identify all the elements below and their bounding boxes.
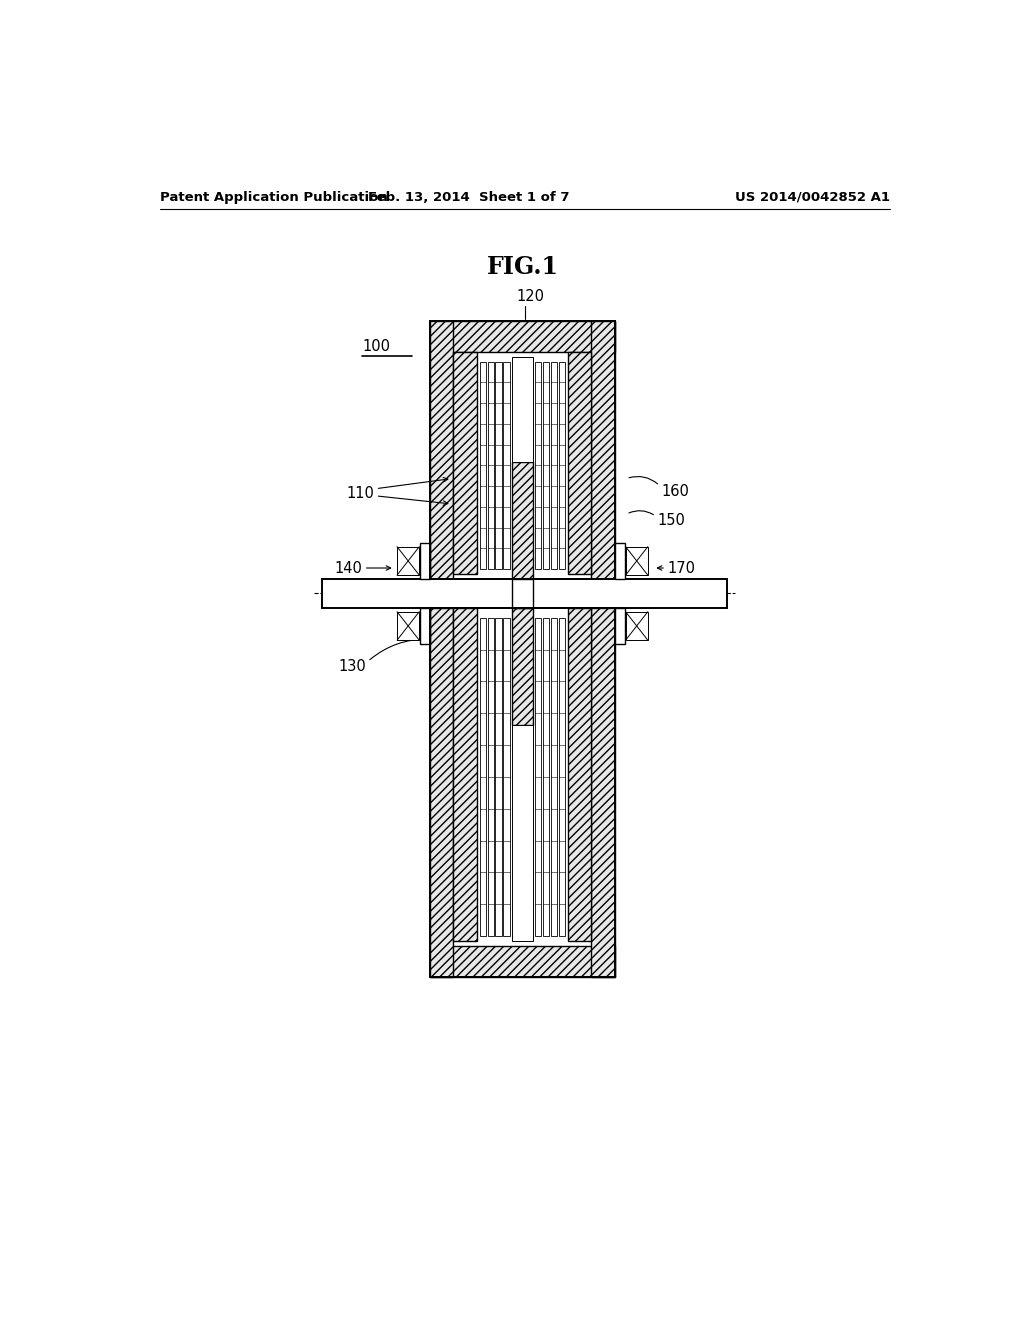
Text: 160: 160 bbox=[662, 484, 689, 499]
Bar bbox=[512, 462, 532, 579]
Bar bbox=[626, 611, 648, 640]
Bar bbox=[551, 362, 557, 569]
Bar bbox=[567, 351, 592, 574]
Bar bbox=[420, 543, 430, 579]
Text: 170: 170 bbox=[668, 561, 695, 576]
Bar bbox=[536, 618, 542, 936]
Bar bbox=[504, 618, 510, 936]
Bar bbox=[592, 607, 615, 977]
Bar bbox=[512, 579, 532, 607]
Bar bbox=[487, 362, 494, 569]
Bar bbox=[559, 618, 565, 936]
Bar bbox=[536, 362, 542, 569]
Bar bbox=[323, 579, 727, 607]
Bar bbox=[592, 321, 615, 579]
Text: 130: 130 bbox=[338, 659, 367, 675]
Text: 120: 120 bbox=[517, 289, 545, 304]
Text: Patent Application Publication: Patent Application Publication bbox=[160, 190, 387, 203]
Bar bbox=[626, 546, 648, 576]
Bar bbox=[430, 607, 615, 977]
Bar bbox=[512, 725, 532, 941]
Bar bbox=[512, 356, 532, 462]
Bar bbox=[430, 321, 615, 579]
Bar bbox=[430, 946, 615, 977]
Bar bbox=[454, 351, 477, 574]
Bar bbox=[496, 618, 502, 936]
Bar bbox=[430, 321, 615, 351]
Bar bbox=[567, 607, 592, 941]
Bar bbox=[430, 321, 615, 579]
Text: 100: 100 bbox=[362, 338, 390, 354]
Bar bbox=[454, 607, 477, 941]
Bar bbox=[551, 618, 557, 936]
Text: FIG.1: FIG.1 bbox=[486, 255, 558, 279]
Bar bbox=[420, 607, 430, 644]
Bar bbox=[543, 618, 550, 936]
Bar bbox=[615, 543, 625, 579]
Text: 110: 110 bbox=[346, 486, 374, 502]
Bar bbox=[496, 362, 502, 569]
Bar bbox=[397, 546, 419, 576]
Text: 140: 140 bbox=[334, 561, 362, 576]
Text: 150: 150 bbox=[657, 512, 685, 528]
Bar bbox=[504, 362, 510, 569]
Bar bbox=[479, 618, 486, 936]
Bar bbox=[430, 607, 454, 977]
Bar bbox=[430, 321, 454, 579]
Bar bbox=[615, 607, 625, 644]
Bar bbox=[479, 362, 486, 569]
Bar bbox=[512, 607, 532, 725]
Bar bbox=[430, 607, 615, 977]
Bar bbox=[559, 362, 565, 569]
Bar bbox=[397, 611, 419, 640]
Bar bbox=[487, 618, 494, 936]
Text: US 2014/0042852 A1: US 2014/0042852 A1 bbox=[735, 190, 890, 203]
Bar bbox=[543, 362, 550, 569]
Text: Feb. 13, 2014  Sheet 1 of 7: Feb. 13, 2014 Sheet 1 of 7 bbox=[369, 190, 570, 203]
